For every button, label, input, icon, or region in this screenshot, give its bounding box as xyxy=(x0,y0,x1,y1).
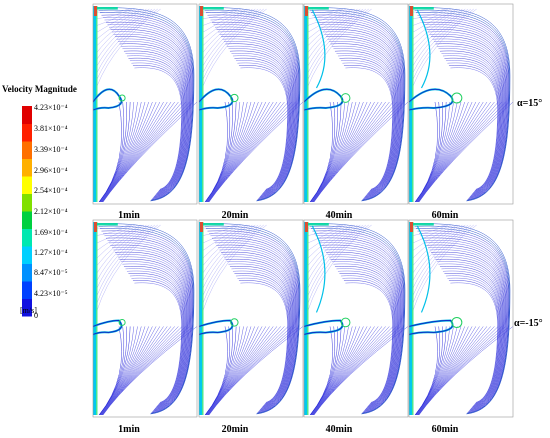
legend-title: Velocity Magnitude xyxy=(2,84,77,94)
legend-swatch xyxy=(22,281,32,299)
legend-swatch xyxy=(22,228,32,247)
legend-swatch xyxy=(22,193,32,212)
legend-swatch xyxy=(22,106,32,124)
streamline-panel xyxy=(408,3,514,205)
legend-tick: 1.27×10⁻⁴ xyxy=(34,248,68,257)
streamline-panel xyxy=(92,219,198,418)
streamline-panel xyxy=(303,219,409,418)
time-label: 1min xyxy=(118,424,140,435)
wall-jet-strip xyxy=(304,222,307,415)
time-label: 1min xyxy=(118,210,140,221)
streamline-panel xyxy=(408,219,514,418)
legend-tick: 0 xyxy=(34,311,38,320)
legend-tick: 8.47×10⁻⁵ xyxy=(34,268,68,277)
wall-jet-strip xyxy=(93,222,96,415)
legend-swatch xyxy=(22,141,32,159)
legend-colorbar xyxy=(22,106,32,317)
legend-tick: 4.23×10⁻⁵ xyxy=(34,289,68,298)
legend-tick: 2.12×10⁻⁴ xyxy=(34,207,68,216)
legend-ticks: 4.23×10⁻⁴ 3.81×10⁻⁴ 3.39×10⁻⁴ 2.96×10⁻⁴ … xyxy=(34,103,68,320)
time-label: 40min xyxy=(326,424,353,435)
legend-tick: 4.23×10⁻⁴ xyxy=(34,103,68,112)
time-label: 60min xyxy=(432,424,459,435)
legend-tick: 3.81×10⁻⁴ xyxy=(34,124,68,133)
wall-jet-strip xyxy=(199,222,202,415)
legend-swatch xyxy=(22,123,32,142)
legend-tick: 1.69×10⁻⁴ xyxy=(34,228,68,237)
streamline-panel xyxy=(198,219,304,418)
legend-swatch xyxy=(22,298,32,317)
wall-jet-strip xyxy=(304,6,307,202)
angle-label: α=15° xyxy=(517,98,542,109)
wall-jet-strip xyxy=(409,222,412,415)
legend-swatch xyxy=(22,246,32,264)
time-label: 40min xyxy=(326,210,353,221)
legend-swatch xyxy=(22,158,32,177)
time-label: 20min xyxy=(222,424,249,435)
streamline-panel xyxy=(92,3,198,205)
streamline-panel xyxy=(303,3,409,205)
legend-unit: [m/s] xyxy=(20,306,37,315)
legend-tick: 2.96×10⁻⁴ xyxy=(34,166,68,175)
legend-tick: 3.39×10⁻⁴ xyxy=(34,145,68,154)
legend-tick: 2.54×10⁻⁴ xyxy=(34,186,68,195)
legend-swatch xyxy=(22,211,32,229)
legend-swatch xyxy=(22,176,32,194)
angle-label: α=-15° xyxy=(514,318,543,329)
panel-grid xyxy=(92,3,514,418)
streamline-panel xyxy=(198,3,304,205)
wall-jet-strip xyxy=(199,6,202,202)
wall-jet-strip xyxy=(409,6,412,202)
wall-jet-strip xyxy=(93,6,96,202)
time-label: 60min xyxy=(432,210,459,221)
legend-swatch xyxy=(22,263,32,282)
time-label: 20min xyxy=(222,210,249,221)
